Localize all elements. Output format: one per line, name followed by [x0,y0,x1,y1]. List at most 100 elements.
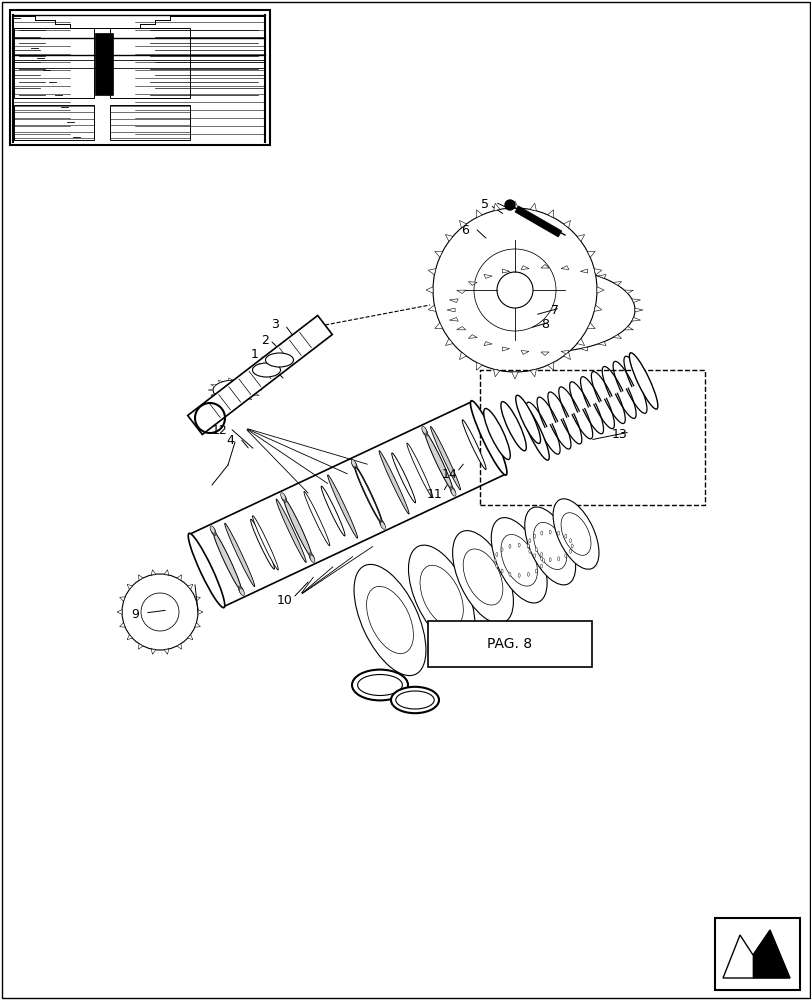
Ellipse shape [354,564,426,676]
Bar [514,206,561,237]
Ellipse shape [493,558,496,562]
Polygon shape [459,352,466,360]
Ellipse shape [423,429,427,436]
Polygon shape [177,644,182,649]
Text: PAG. 8: PAG. 8 [487,637,532,651]
Ellipse shape [526,544,529,548]
Ellipse shape [540,531,542,535]
Ellipse shape [303,491,329,546]
Ellipse shape [281,495,286,502]
Ellipse shape [352,462,357,469]
Ellipse shape [366,586,413,654]
Ellipse shape [496,564,497,568]
Polygon shape [446,308,454,312]
Ellipse shape [421,426,427,434]
Polygon shape [187,635,193,640]
Polygon shape [127,635,132,640]
Ellipse shape [462,549,502,605]
Ellipse shape [517,543,520,547]
Polygon shape [151,649,156,654]
Ellipse shape [211,528,216,536]
Polygon shape [445,339,453,345]
Polygon shape [493,203,500,211]
Polygon shape [580,347,587,351]
Ellipse shape [281,493,285,500]
Ellipse shape [351,461,356,468]
Polygon shape [187,315,332,435]
Ellipse shape [327,475,357,538]
Ellipse shape [252,516,278,570]
Ellipse shape [500,548,503,552]
Ellipse shape [515,395,540,443]
Polygon shape [493,369,500,377]
Ellipse shape [461,420,486,470]
Ellipse shape [238,587,243,595]
Polygon shape [139,644,143,649]
Ellipse shape [449,487,454,494]
Polygon shape [586,251,594,257]
Polygon shape [195,623,200,627]
Ellipse shape [450,488,455,495]
Ellipse shape [276,499,306,562]
Ellipse shape [310,555,315,562]
Polygon shape [456,327,466,330]
Ellipse shape [496,552,497,556]
Polygon shape [127,584,132,589]
Ellipse shape [321,486,345,536]
Polygon shape [218,380,222,383]
Circle shape [504,200,514,210]
Polygon shape [624,327,633,330]
Ellipse shape [283,498,311,557]
Ellipse shape [500,569,503,573]
Polygon shape [449,317,457,321]
Polygon shape [218,397,222,400]
Polygon shape [502,347,509,351]
Polygon shape [456,290,466,293]
Polygon shape [476,210,482,218]
Polygon shape [540,352,548,356]
Polygon shape [247,397,251,400]
Polygon shape [530,369,536,377]
Polygon shape [164,570,169,575]
Ellipse shape [309,554,314,561]
Polygon shape [722,930,789,978]
Text: 7: 7 [551,304,558,316]
Text: 12: 12 [212,424,228,436]
Polygon shape [426,287,432,293]
Polygon shape [577,235,584,241]
Text: 11: 11 [427,488,442,502]
Polygon shape [427,269,436,275]
Ellipse shape [540,552,542,556]
Polygon shape [208,389,212,391]
Ellipse shape [452,531,513,623]
Polygon shape [228,400,232,402]
Ellipse shape [483,409,509,459]
Polygon shape [195,597,200,601]
Ellipse shape [406,443,432,497]
Polygon shape [540,264,548,268]
Circle shape [122,574,198,650]
Ellipse shape [422,428,427,435]
Polygon shape [634,308,642,312]
Text: 9: 9 [131,608,139,621]
Ellipse shape [210,527,216,534]
Ellipse shape [528,549,530,553]
Ellipse shape [534,569,537,573]
Bar [14,105,94,140]
Ellipse shape [450,489,456,496]
Polygon shape [254,394,259,395]
Polygon shape [624,290,633,293]
Polygon shape [586,323,594,329]
Ellipse shape [500,402,526,451]
Polygon shape [468,282,477,285]
Ellipse shape [395,691,434,709]
Ellipse shape [527,544,529,548]
Ellipse shape [351,670,407,700]
Ellipse shape [533,534,535,538]
Text: 1: 1 [251,349,259,361]
Text: 3: 3 [271,318,279,332]
Ellipse shape [564,534,566,538]
Ellipse shape [424,432,453,491]
Polygon shape [177,575,182,580]
Ellipse shape [351,460,356,467]
